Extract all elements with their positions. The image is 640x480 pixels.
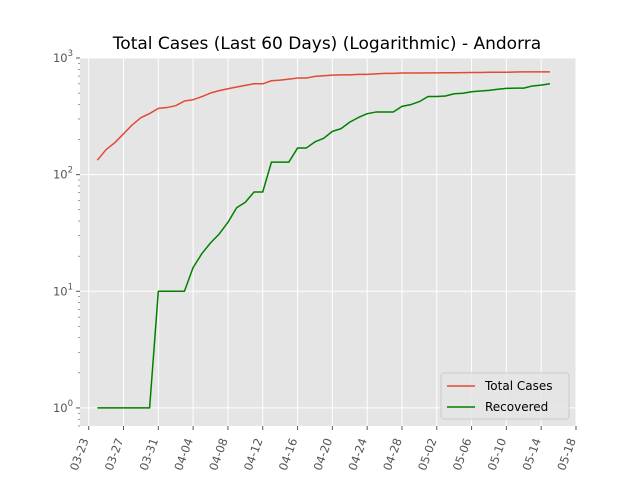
y-axis-ticks: 100 101 102 103 [53,49,80,427]
y-tick-label: 101 [53,282,73,298]
x-axis-ticks: 03-23 03-27 03-31 04-04 04-08 04-12 04-16 04-20… [67,426,579,472]
x-tick-label: 05-10 [485,436,510,472]
x-tick-label: 05-18 [554,436,579,472]
chart-title: Total Cases (Last 60 Days) (Logarithmic)… [112,34,541,54]
x-tick-label: 04-20 [311,436,336,472]
y-tick-label: 102 [53,166,73,182]
plot-area [80,58,576,426]
series-lines [96,71,551,409]
x-tick-label: 04-04 [171,436,196,472]
x-tick-label: 04-16 [276,436,301,472]
x-tick-label: 03-23 [67,436,92,472]
x-tick-label: 05-06 [450,436,475,472]
x-tick-label: 04-28 [380,436,405,472]
legend-label: Recovered [485,400,548,414]
x-tick-label: 03-31 [137,436,162,472]
x-tick-label: 04-12 [241,436,266,472]
x-tick-label: 03-27 [102,436,127,472]
x-tick-label: 05-02 [415,436,440,472]
series-line-recovered [97,83,551,409]
series-line-total-cases [96,71,550,161]
grid [80,57,577,426]
x-tick-label: 04-08 [206,436,231,472]
x-tick-label: 05-14 [519,436,544,472]
y-tick-label: 100 [53,399,73,415]
legend: Total Cases Recovered [440,372,570,420]
y-tick-label: 103 [53,49,73,65]
x-tick-label: 04-24 [345,436,370,472]
legend-label: Total Cases [484,379,552,393]
